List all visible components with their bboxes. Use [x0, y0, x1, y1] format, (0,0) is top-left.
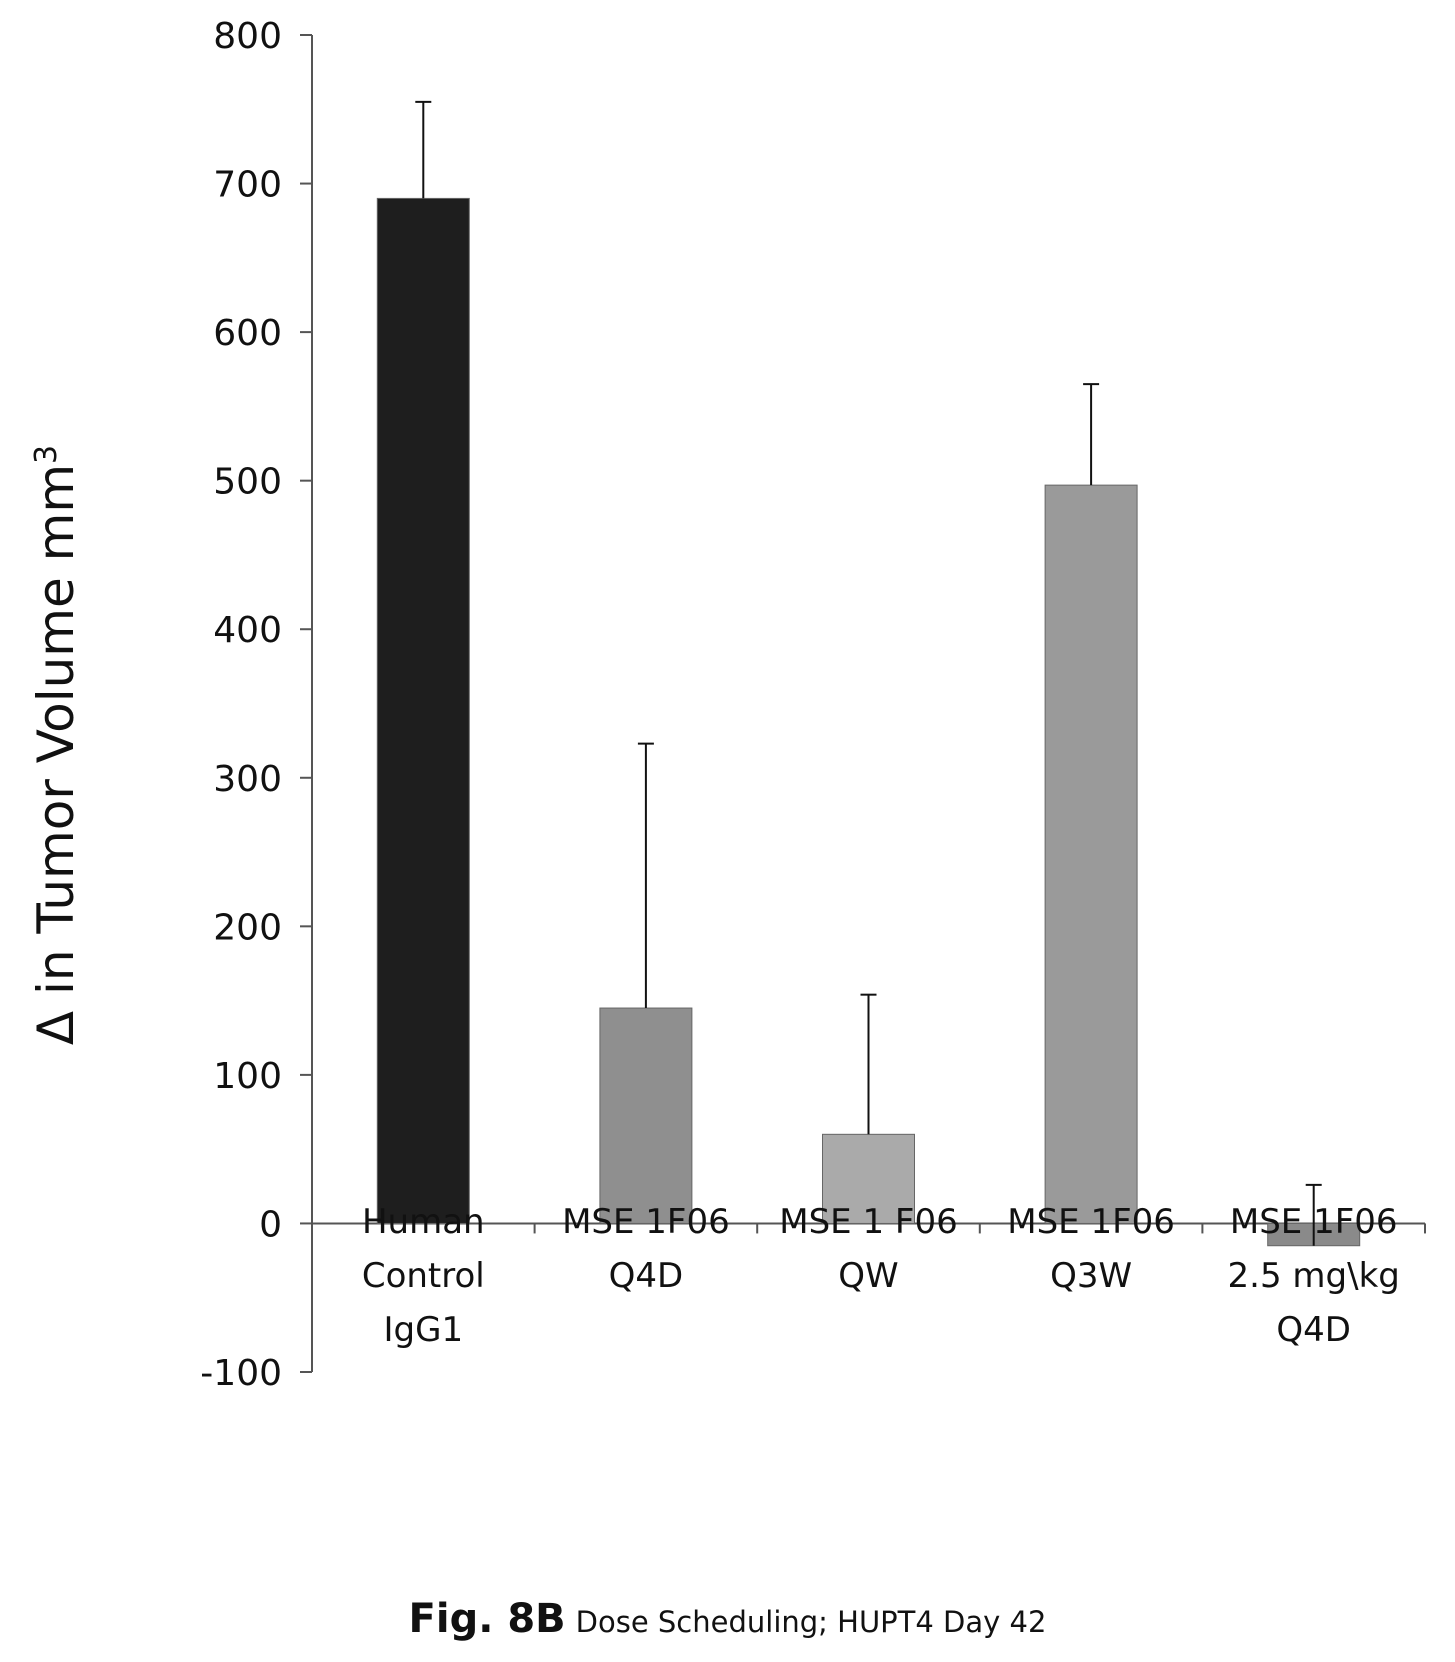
x-category-label: Human — [362, 1202, 485, 1242]
bar — [376, 197, 470, 1224]
y-tick-label: 700 — [213, 165, 282, 206]
figure-number: Fig. 8B — [408, 1596, 566, 1642]
bar — [599, 1007, 693, 1224]
figure-description: Dose Scheduling; HUPT4 Day 42 — [575, 1605, 1047, 1639]
x-category-label: MSE 1F06 — [1230, 1202, 1398, 1242]
bars — [376, 197, 1361, 1247]
x-category-label: Q3W — [1050, 1256, 1132, 1296]
x-category-label: MSE 1F06 — [562, 1202, 730, 1242]
y-tick-labels: -100 0 100 200 300 400 500 600 700 800 — [200, 16, 282, 1394]
y-tick-label: 300 — [213, 759, 282, 800]
y-tick-label: 600 — [213, 313, 282, 354]
y-axis-title: Δ in Tumor Volume mm3 — [27, 445, 85, 1045]
x-category-label: Q4D — [609, 1256, 684, 1296]
y-axis-title-superscript: 3 — [29, 445, 64, 464]
bar-chart: -100 0 100 200 300 400 500 600 700 800 Human Contr… — [27, 16, 1426, 1394]
y-tick-label: -100 — [200, 1353, 282, 1394]
y-tick-label: 200 — [213, 907, 282, 948]
figure-caption: Fig. 8B Dose Scheduling; HUPT4 Day 42 — [0, 1596, 1455, 1642]
bar — [1044, 484, 1138, 1224]
x-category-label: MSE 1 F06 — [779, 1202, 957, 1242]
x-category-label: Control — [362, 1256, 485, 1296]
y-tick-label: 800 — [213, 16, 282, 57]
y-tick-label: 400 — [213, 610, 282, 651]
x-category-label: 2.5 mg\kg — [1228, 1256, 1400, 1296]
x-category-label: QW — [838, 1256, 898, 1296]
y-tick-label: 500 — [213, 462, 282, 503]
x-category-labels: Human Control IgG1 MSE 1F06 Q4D MSE 1 F06 QW MS… — [362, 1202, 1400, 1350]
y-tick-label: 100 — [213, 1056, 282, 1097]
y-tick-label: 0 — [259, 1204, 282, 1245]
x-category-label: MSE 1F06 — [1007, 1202, 1175, 1242]
x-category-label: Q4D — [1276, 1310, 1351, 1350]
error-bars — [415, 100, 1322, 1246]
x-category-label: IgG1 — [384, 1310, 464, 1350]
